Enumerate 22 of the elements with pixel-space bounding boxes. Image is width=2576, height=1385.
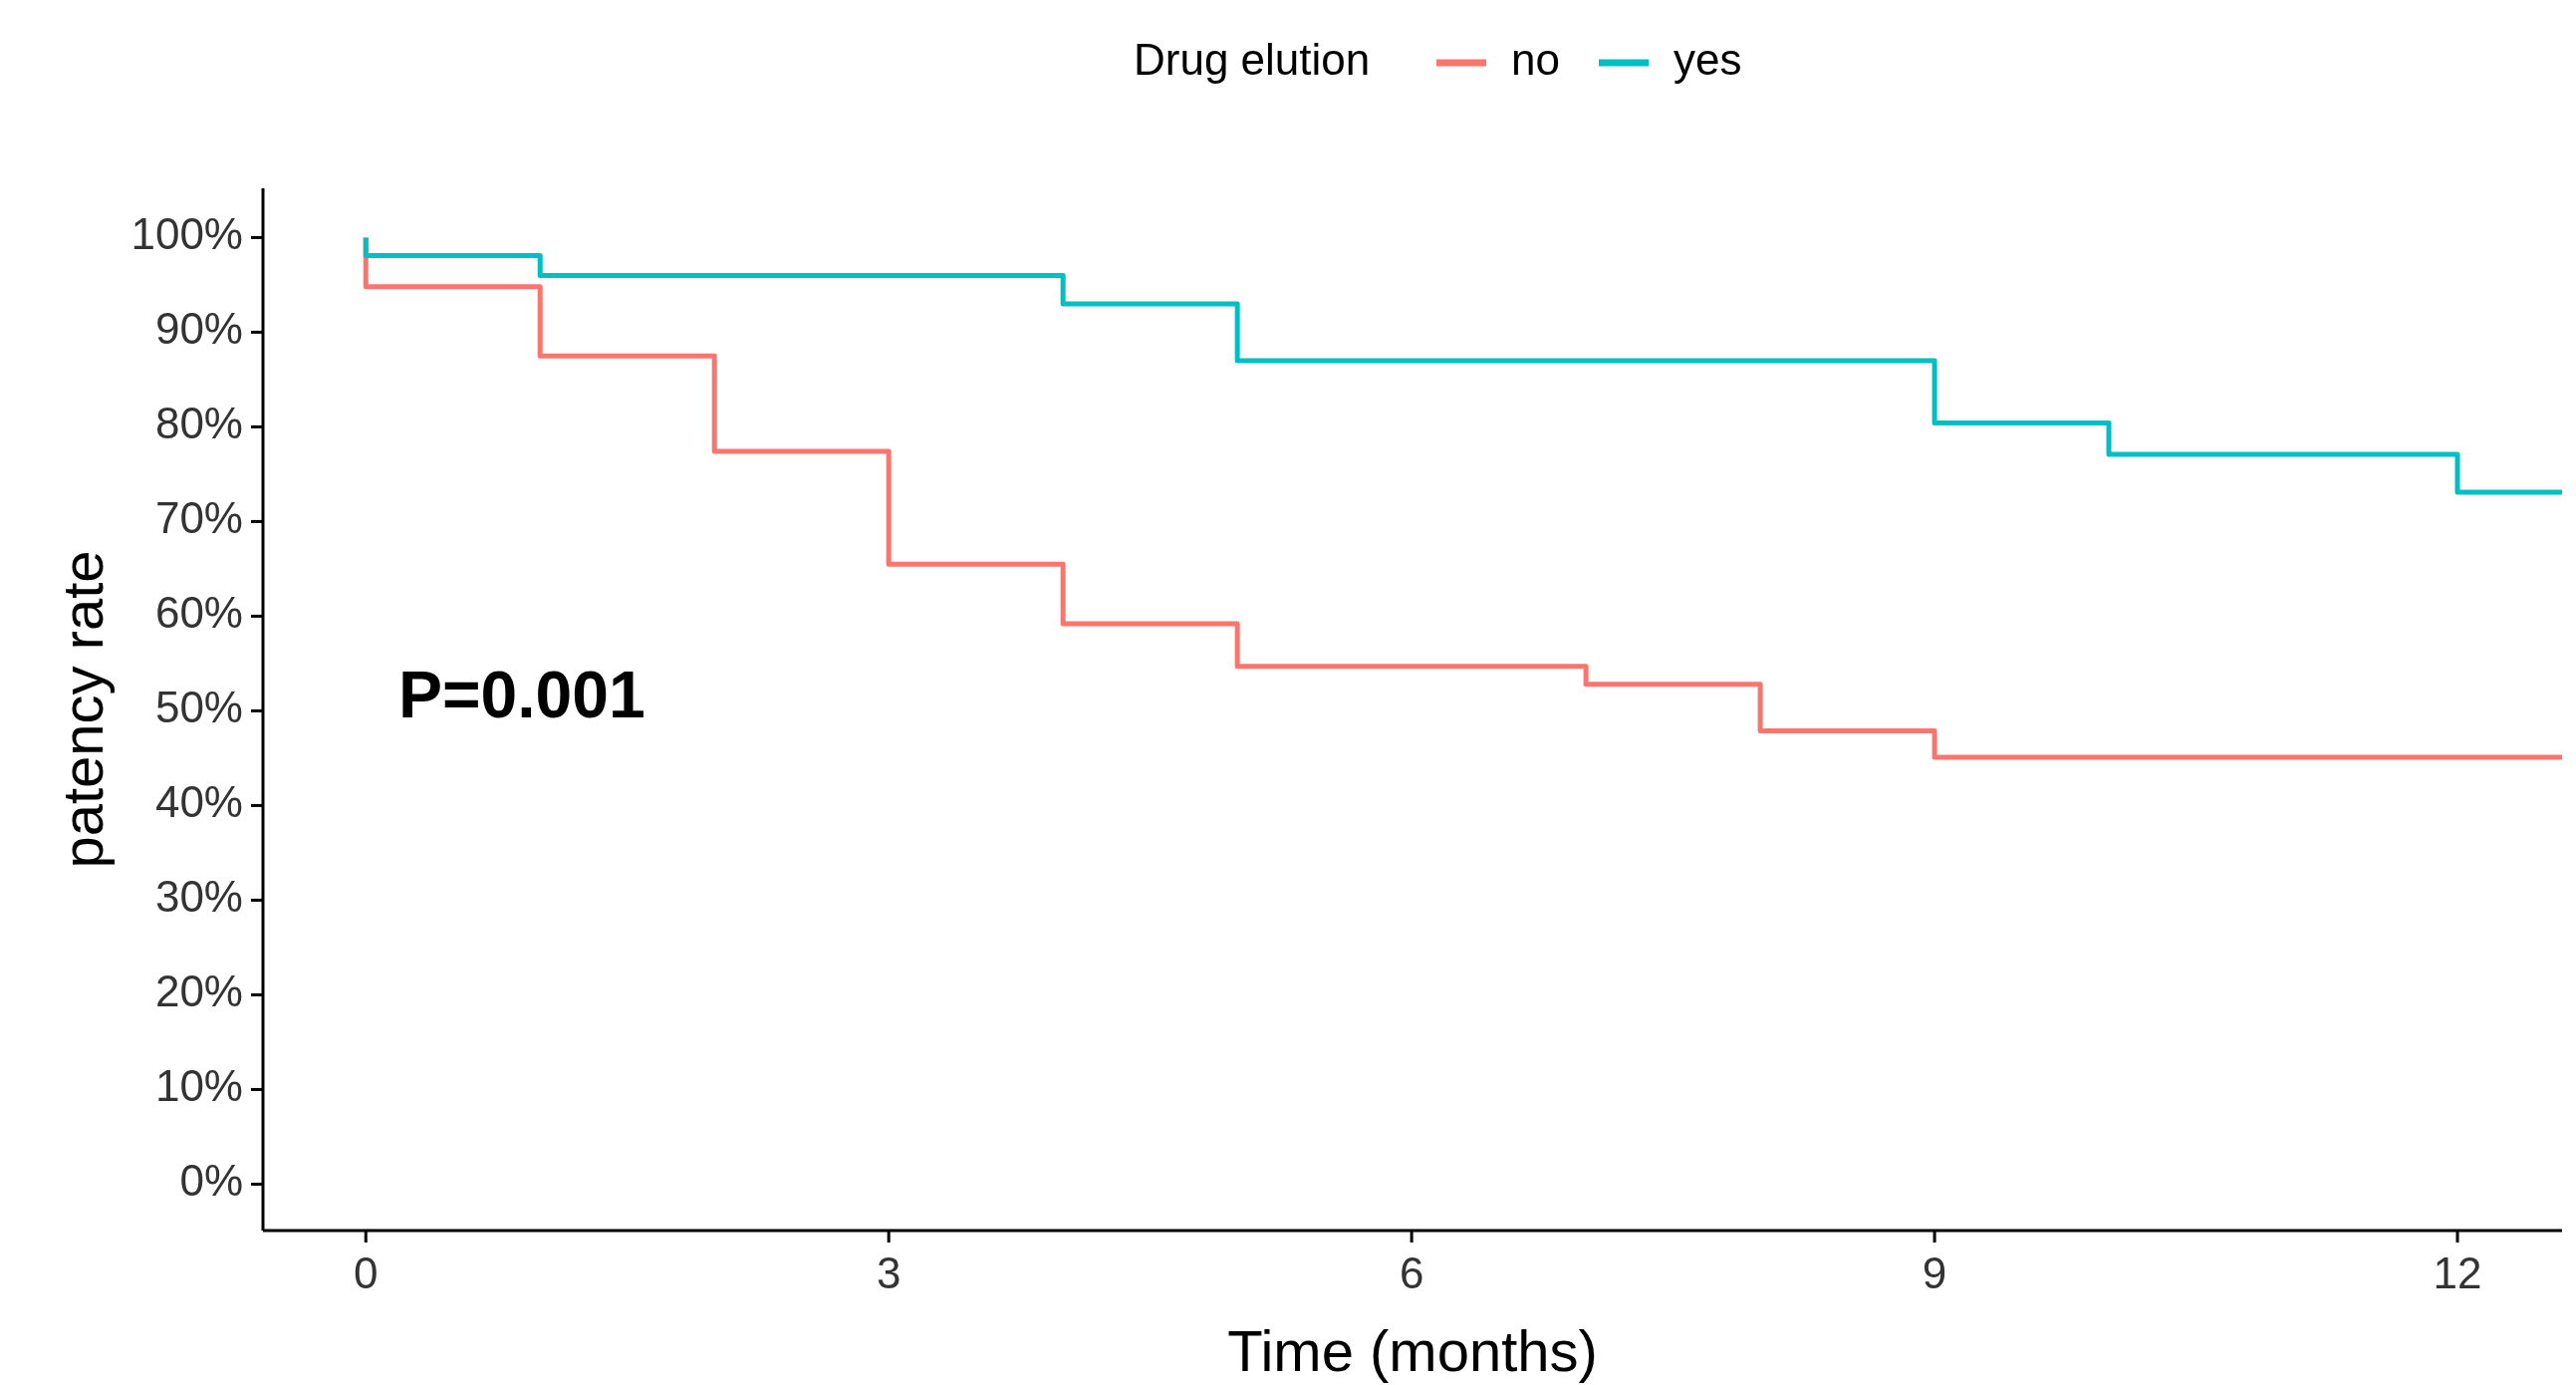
y-tick-label: 20% [154,967,243,1016]
y-tick-label: 0% [179,1156,243,1206]
y-tick-label: 60% [154,588,243,638]
y-tick-label: 30% [154,872,243,922]
y-axis-title: patency rate [50,550,115,869]
legend-label: yes [1674,34,1742,84]
x-tick-label: 3 [876,1248,902,1297]
y-tick-label: 80% [154,399,243,448]
y-tick-label: 10% [154,1061,243,1111]
y-tick-label: 50% [154,683,243,732]
x-tick-label: 9 [1922,1248,1947,1297]
x-tick-label: 12 [2433,1248,2482,1297]
y-tick-label: 90% [154,304,243,354]
legend-title: Drug elution [1134,34,1371,84]
x-tick-label: 6 [1399,1248,1424,1297]
y-tick-label: 100% [130,209,243,259]
annotation: P=0.001 [398,658,645,731]
x-axis-title: Time (months) [1227,1318,1598,1383]
x-tick-label: 0 [354,1248,379,1297]
y-tick-label: 40% [154,777,243,827]
legend-label: no [1511,34,1560,84]
y-tick-label: 70% [154,493,243,543]
